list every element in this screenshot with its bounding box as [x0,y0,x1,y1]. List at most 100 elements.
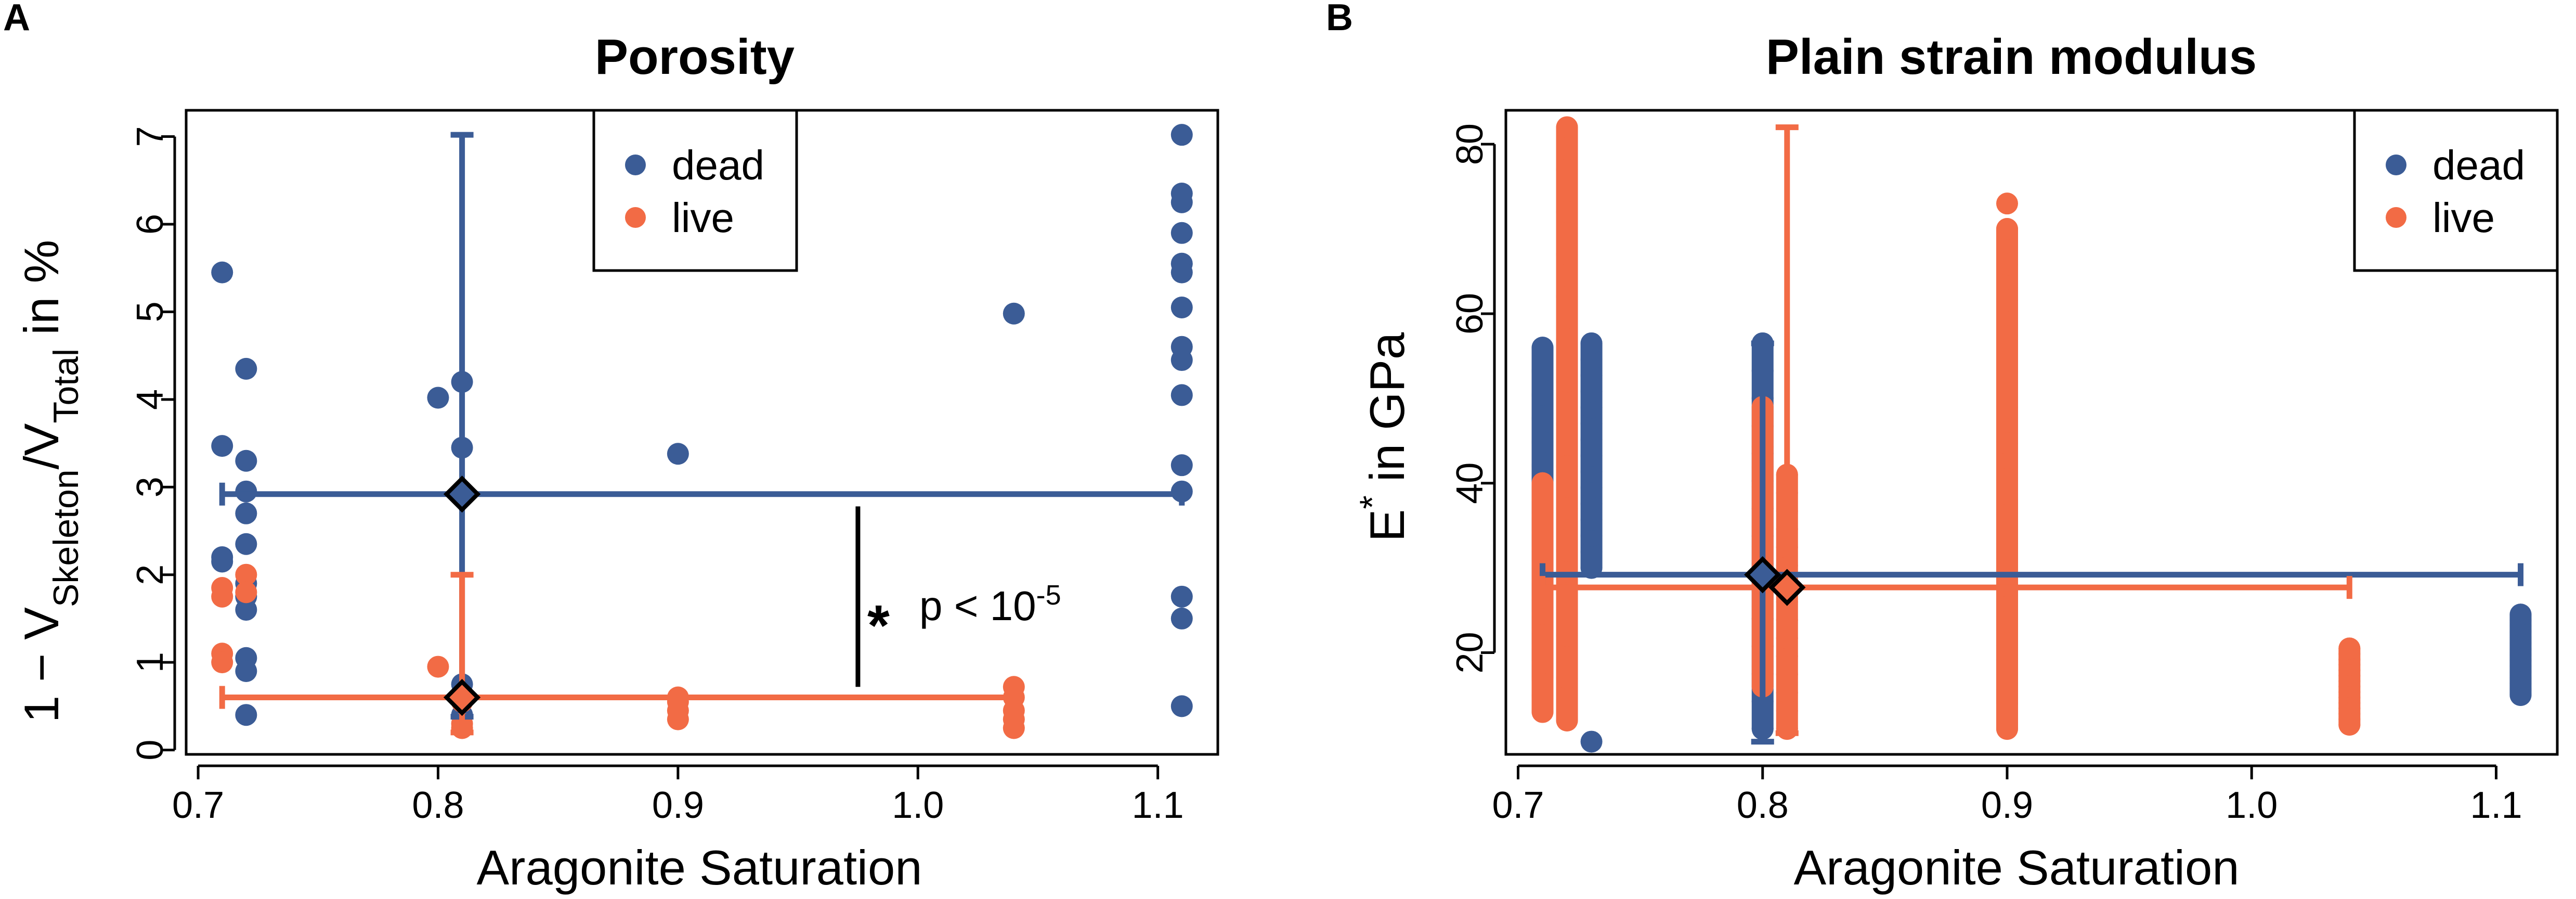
chart-b-point-live [1531,537,1554,560]
chart-b-point-live [1556,455,1578,478]
chart-a-point-dead [235,357,257,380]
chart-b-frame [1504,109,2559,756]
chart-b-point-dead [1580,428,1603,451]
chart-a-point-dead [235,502,257,524]
chart-a-point-dead [1170,124,1193,146]
chart-a-point-dead [1170,191,1193,213]
chart-b-point-live [1996,325,2018,347]
chart-b-point-live [1996,289,2018,312]
chart-b-legend-live-label: live [2432,195,2495,241]
chart-b-point-dead [1580,493,1603,515]
chart-a-xtick-label: 0.7 [172,785,224,826]
chart-a-point-live [667,708,689,730]
chart-a-point-dead [1170,607,1193,630]
chart-a-ytick-label: 4 [129,389,171,410]
chart-b-point-live [1531,521,1554,543]
panel-a-label: A [3,0,30,38]
chart-b-point-live [1556,370,1578,393]
chart-b-point-dead [1531,360,1554,382]
chart-a-point-dead [235,533,257,555]
chart-a-point-dead [1003,302,1025,325]
chart-b-point-live [1531,619,1554,641]
chart-b-point-live [1531,668,1554,690]
chart-a-ytick-label: 2 [129,564,171,585]
chart-b-legend-dead-marker [2386,155,2406,175]
chart-b-point-live [1531,685,1554,707]
chart-a-point-live [427,656,449,678]
chart-b-point-live [1531,472,1554,494]
chart-b-point-live [1996,218,2018,240]
chart-a-legend: dead live [592,109,798,272]
chart-b-point-live [1531,652,1554,674]
chart-b-point-dead [1531,454,1554,477]
chart-a-mean-marker-dead [443,476,481,513]
chart-a-point-dead [211,550,233,573]
chart-a-point-dead [1170,454,1193,477]
chart-a-point-dead [235,599,257,621]
chart-a-point-dead [427,387,449,409]
chart-a-legend-dead-label: dead [672,142,764,188]
chart-b-point-dead [1531,407,1554,430]
chart-a-point-dead [1170,222,1193,244]
chart-b-xtick-label: 1.0 [2226,785,2278,826]
chart-b-point-live [1996,646,2018,669]
chart-b-point-live [1556,667,1578,689]
chart-b-point-dead [1580,509,1603,531]
chart-b-legend-box [2353,109,2559,272]
chart-b-point-live [1996,192,2018,215]
chart-b-point-dead [1580,380,1603,403]
chart-a-point-dead [667,443,689,465]
chart-b-point-dead [1580,413,1603,435]
chart-a-ytick-label: 7 [129,126,171,147]
significance-star: * [867,594,890,658]
chart-b-point-live [1556,159,1578,181]
chart-a-title: Porosity [595,29,795,85]
chart-b-point-live [1531,603,1554,625]
chart-b-point-live [1556,201,1578,223]
chart-b-point-live [2338,637,2361,660]
chart-b-plot: 0.7 0.8 0.9 1.0 1.1 20 40 60 80 [1449,109,2559,826]
chart-b-xtick-label: 0.7 [1492,785,1544,826]
chart-b-point-dead [1580,524,1603,547]
chart-a-point-dead [235,660,257,682]
chart-b-point-live [1996,361,2018,383]
chart-a-point-dead [1170,585,1193,608]
panel-b: B Plain strain modulus E* in GPa Aragoni… [1326,0,2559,895]
chart-a-xtick-label: 1.1 [1132,785,1184,826]
chart-b-ytick-label: 80 [1449,123,1491,165]
chart-a-point-live [235,563,257,586]
chart-b-xtick-label: 1.1 [2470,785,2522,826]
chart-a-ytick-label: 5 [129,301,171,322]
chart-a-ytick-label: 0 [129,740,171,761]
chart-b-point-live [1556,497,1578,520]
chart-a-ytick-label: 6 [129,214,171,235]
chart-a-legend-live-label: live [672,195,734,241]
chart-a-legend-dead-marker [625,155,646,175]
chart-a-point-dead [1170,261,1193,284]
chart-a-point-dead [1170,695,1193,717]
chart-a-point-live [211,585,233,608]
chart-b-xtick-label: 0.8 [1737,785,1789,826]
chart-b-legend-dead-label: dead [2432,142,2525,188]
chart-b-point-live [1556,328,1578,350]
chart-b-point-dead [1531,431,1554,453]
chart-b-point-live [1996,539,2018,561]
panel-a: A Porosity 1 − VSkeleton/VTotal in % Ara… [3,0,1219,895]
chart-b-point-live [1996,396,2018,419]
chart-b-point-dead [1531,383,1554,406]
chart-a-point-live [235,581,257,603]
chart-a-ytick-label: 1 [129,652,171,673]
chart-b-point-live [1531,489,1554,511]
chart-b-ytick-label: 20 [1449,632,1491,673]
chart-b-point-live [1996,253,2018,276]
chart-a-point-dead [211,261,233,284]
chart-b-point-live [1556,243,1578,265]
chart-b-point-live [1996,504,2018,526]
chart-b-point-dead [1580,541,1603,563]
chart-b-ytick-label: 60 [1449,293,1491,335]
chart-a-point-dead [1170,384,1193,406]
panel-b-label: B [1326,0,1353,38]
chart-b-point-live [1531,701,1554,723]
chart-a-point-dead [1170,349,1193,371]
